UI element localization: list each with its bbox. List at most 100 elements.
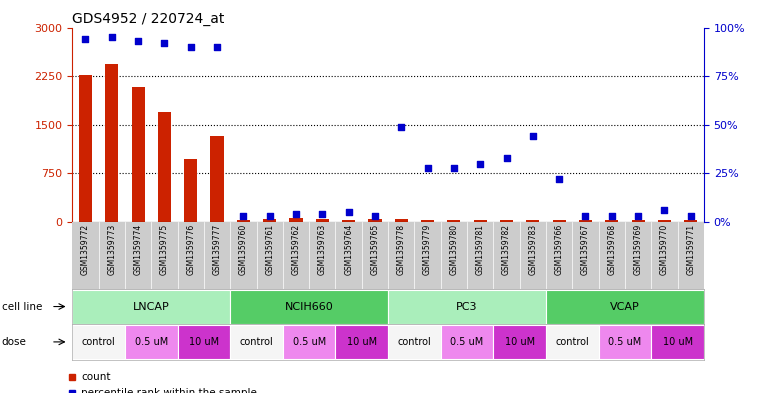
Text: GSM1359775: GSM1359775 [160, 224, 169, 275]
Text: GSM1359781: GSM1359781 [476, 224, 485, 275]
Bar [361, 222, 388, 289]
Bar [151, 222, 177, 289]
Text: control: control [81, 337, 116, 347]
Point [79, 36, 91, 42]
Text: GSM1359770: GSM1359770 [660, 224, 669, 275]
Text: control: control [240, 337, 273, 347]
Bar [651, 222, 677, 289]
Text: 10 uM: 10 uM [505, 337, 535, 347]
Text: GSM1359774: GSM1359774 [134, 224, 142, 275]
Bar [177, 325, 230, 359]
Text: NCIH660: NCIH660 [285, 301, 333, 312]
Text: cell line: cell line [2, 301, 42, 312]
Bar [211, 136, 224, 222]
Bar [599, 325, 651, 359]
Text: 0.5 uM: 0.5 uM [292, 337, 326, 347]
Text: GSM1359782: GSM1359782 [502, 224, 511, 275]
Text: GSM1359768: GSM1359768 [607, 224, 616, 275]
Text: GSM1359776: GSM1359776 [186, 224, 196, 275]
Bar [546, 222, 572, 289]
Bar [546, 290, 704, 323]
Bar [632, 220, 645, 222]
Text: VCAP: VCAP [610, 301, 640, 312]
Bar [125, 325, 177, 359]
Text: GSM1359771: GSM1359771 [686, 224, 696, 275]
Point [317, 211, 329, 217]
Text: GDS4952 / 220724_at: GDS4952 / 220724_at [72, 13, 224, 26]
Text: 10 uM: 10 uM [663, 337, 693, 347]
Bar [336, 325, 388, 359]
Text: GSM1359779: GSM1359779 [423, 224, 432, 275]
Bar [441, 222, 467, 289]
Bar [467, 222, 493, 289]
Bar [677, 222, 704, 289]
Text: count: count [81, 372, 111, 382]
Text: dose: dose [2, 337, 27, 347]
Bar [415, 222, 441, 289]
Text: 10 uM: 10 uM [347, 337, 377, 347]
Bar [231, 290, 388, 323]
Point [422, 164, 434, 171]
Bar [520, 222, 546, 289]
Bar [395, 219, 408, 222]
Text: GSM1359764: GSM1359764 [344, 224, 353, 275]
Text: GSM1359772: GSM1359772 [81, 224, 90, 275]
Point [237, 213, 250, 219]
Point [185, 44, 197, 50]
Point [342, 209, 355, 215]
Bar [231, 222, 256, 289]
Text: GSM1359766: GSM1359766 [555, 224, 564, 275]
Bar [342, 220, 355, 222]
Bar [500, 220, 513, 222]
Bar [473, 220, 487, 222]
Bar [421, 220, 435, 222]
Bar [493, 222, 520, 289]
Bar [177, 222, 204, 289]
Bar [651, 325, 704, 359]
Bar [388, 222, 415, 289]
Point [263, 213, 275, 219]
Bar [388, 325, 441, 359]
Bar [552, 220, 565, 222]
Text: LNCAP: LNCAP [133, 301, 170, 312]
Bar [72, 290, 231, 323]
Point [474, 160, 486, 167]
Point [106, 34, 118, 40]
Text: GSM1359780: GSM1359780 [450, 224, 458, 275]
Point [501, 155, 513, 161]
Text: PC3: PC3 [457, 301, 478, 312]
Bar [256, 222, 283, 289]
Bar [625, 222, 651, 289]
Bar [99, 222, 125, 289]
Bar [204, 222, 231, 289]
Bar [231, 325, 283, 359]
Bar [283, 325, 336, 359]
Bar [605, 220, 619, 222]
Bar [684, 220, 697, 222]
Point [606, 213, 618, 219]
Bar [72, 222, 99, 289]
Bar [579, 220, 592, 222]
Point [685, 213, 697, 219]
Bar [309, 222, 336, 289]
Text: GSM1359761: GSM1359761 [265, 224, 274, 275]
Bar [289, 218, 303, 222]
Bar [336, 222, 361, 289]
Bar [599, 222, 625, 289]
Bar [132, 87, 145, 222]
Text: GSM1359767: GSM1359767 [581, 224, 590, 275]
Text: GSM1359763: GSM1359763 [318, 224, 326, 275]
Bar [72, 325, 125, 359]
Text: GSM1359783: GSM1359783 [528, 224, 537, 275]
Point [632, 213, 645, 219]
Bar [658, 220, 671, 222]
Point [290, 211, 302, 217]
Point [658, 207, 670, 213]
Bar [388, 290, 546, 323]
Text: 10 uM: 10 uM [189, 337, 219, 347]
Point [395, 123, 407, 130]
Text: control: control [556, 337, 589, 347]
Point [369, 213, 381, 219]
Bar [237, 220, 250, 222]
Text: GSM1359778: GSM1359778 [396, 224, 406, 275]
